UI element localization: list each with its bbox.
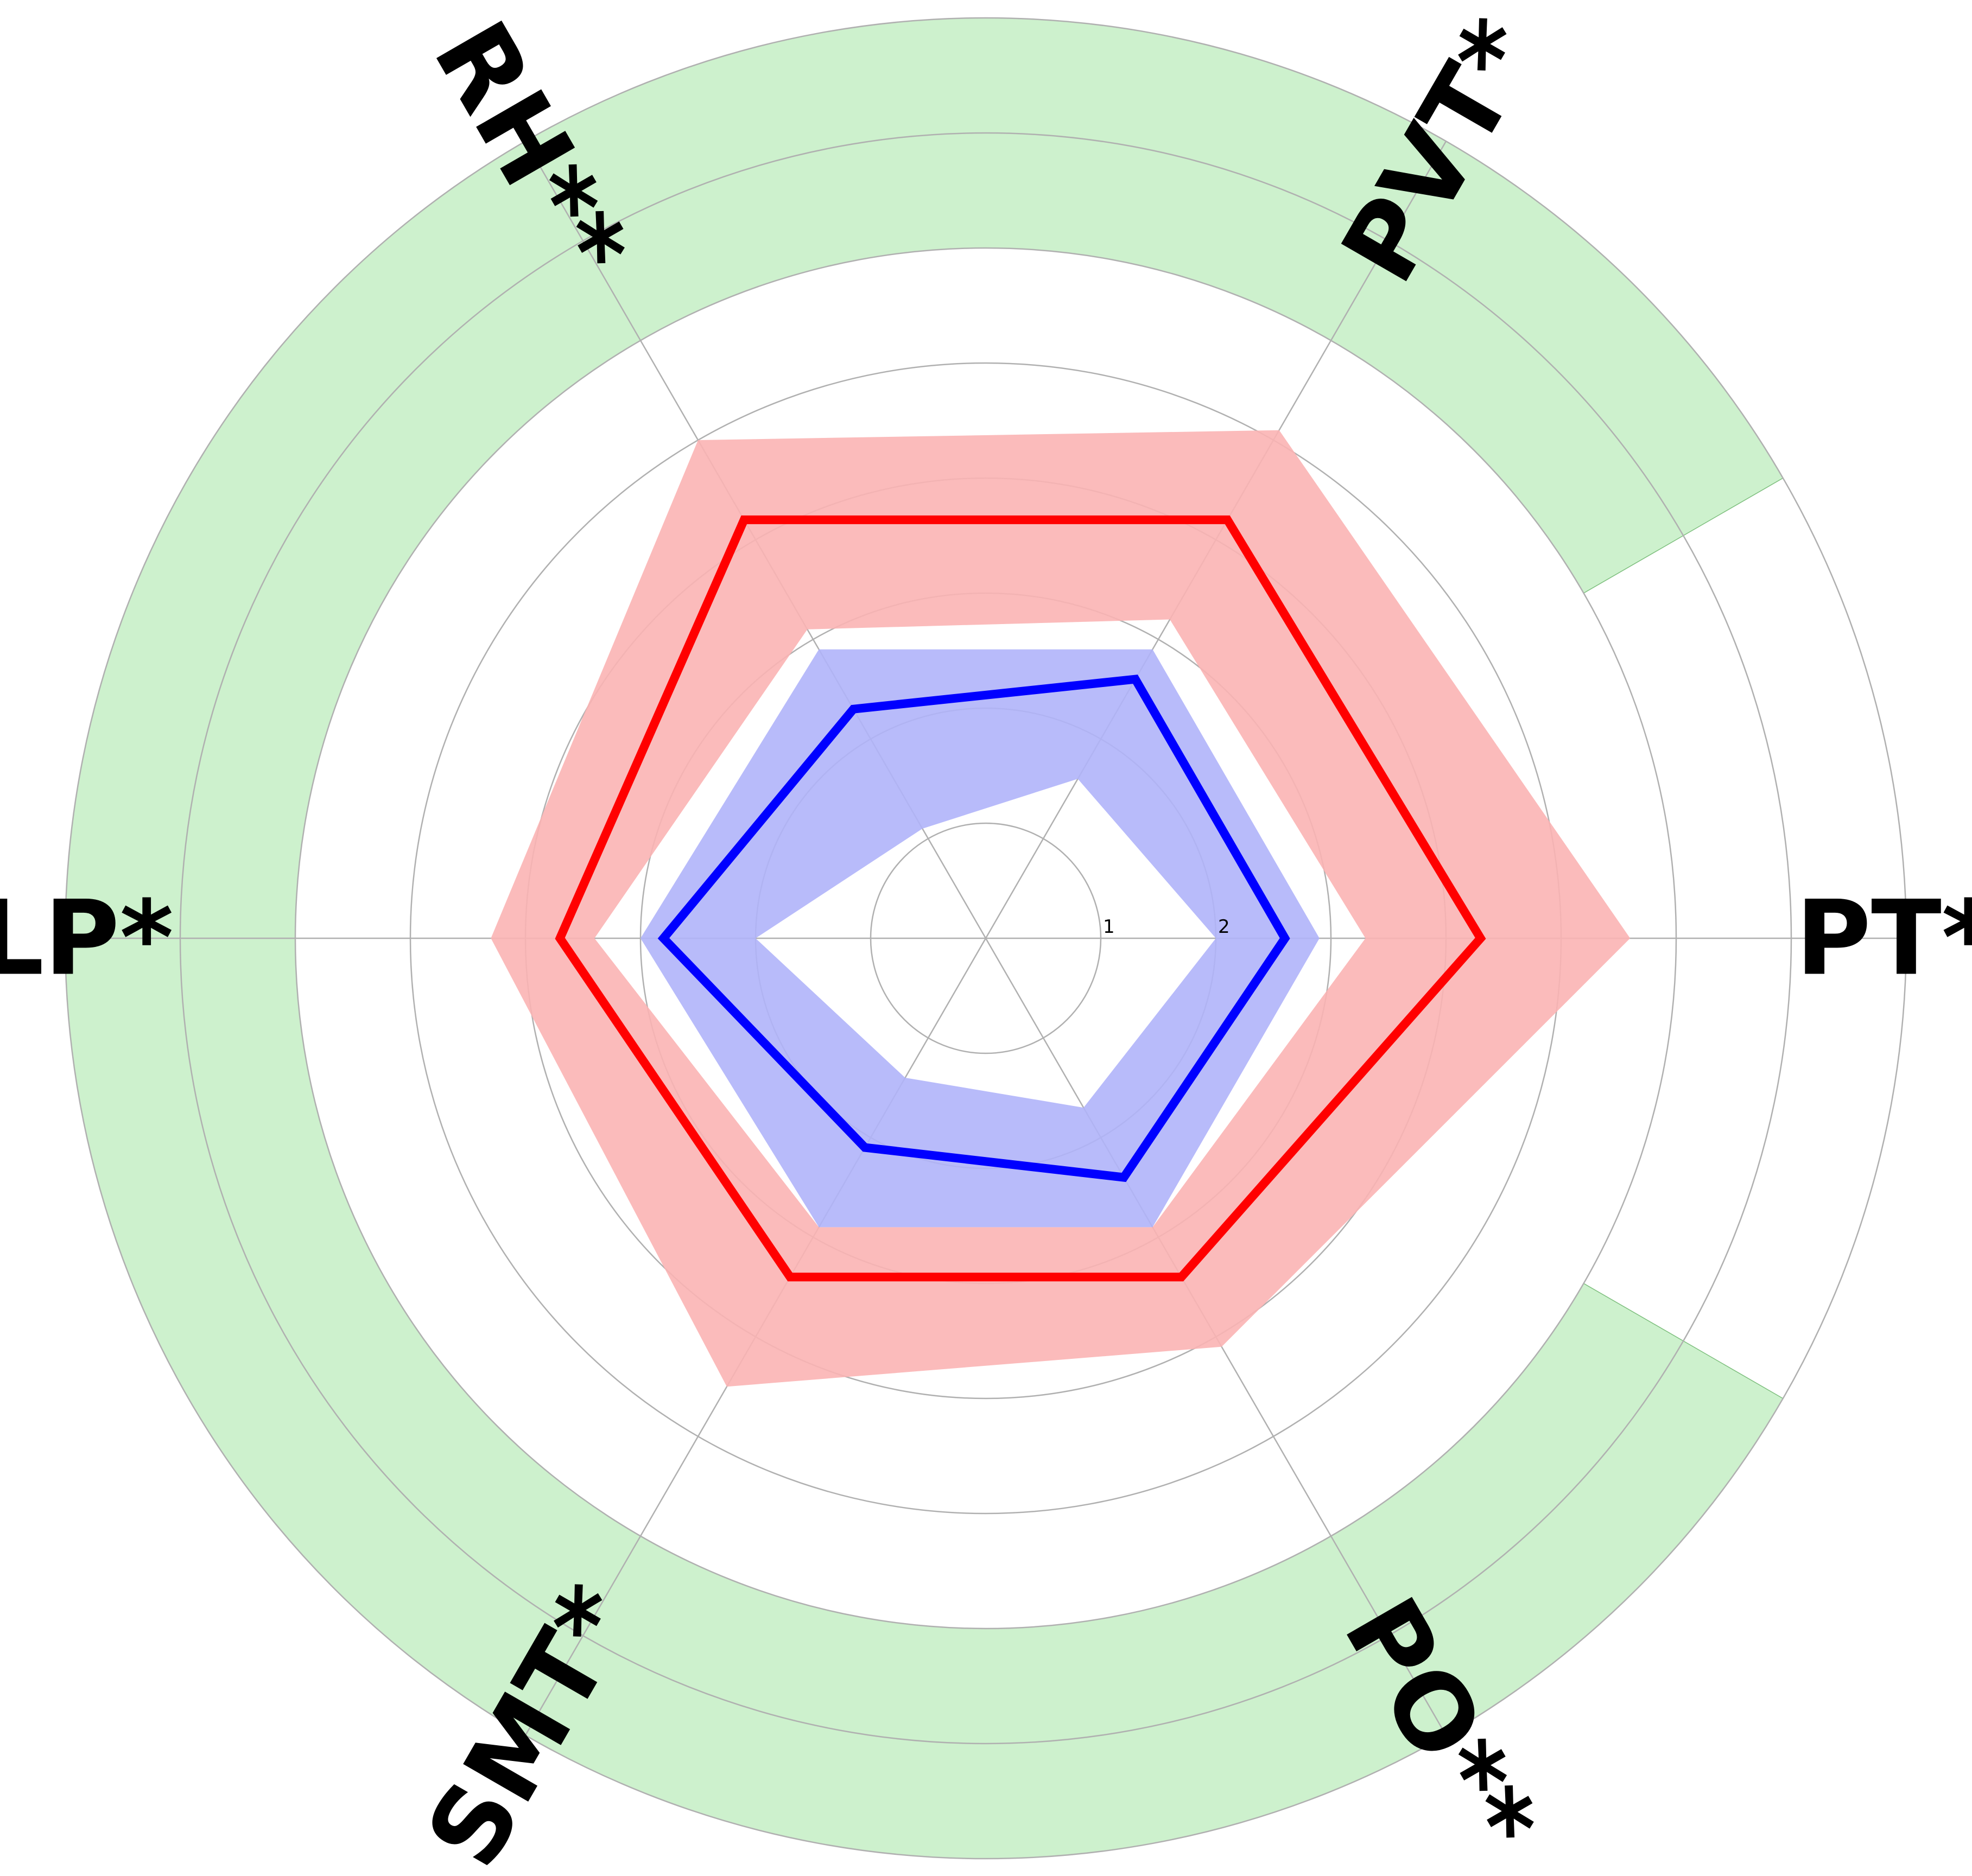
series-1-line xyxy=(555,515,1486,1282)
radial-tick-label: 2 xyxy=(1218,916,1230,938)
series-2-line xyxy=(657,675,1290,1182)
series-layer xyxy=(491,430,1631,1387)
series-1-range xyxy=(491,430,1631,1387)
axis-label-pt: PT* xyxy=(1796,879,1972,999)
axis-label-lp: LP* xyxy=(0,879,174,999)
radial-tick-label: 1 xyxy=(1103,916,1115,938)
series-2-range xyxy=(641,649,1320,1228)
